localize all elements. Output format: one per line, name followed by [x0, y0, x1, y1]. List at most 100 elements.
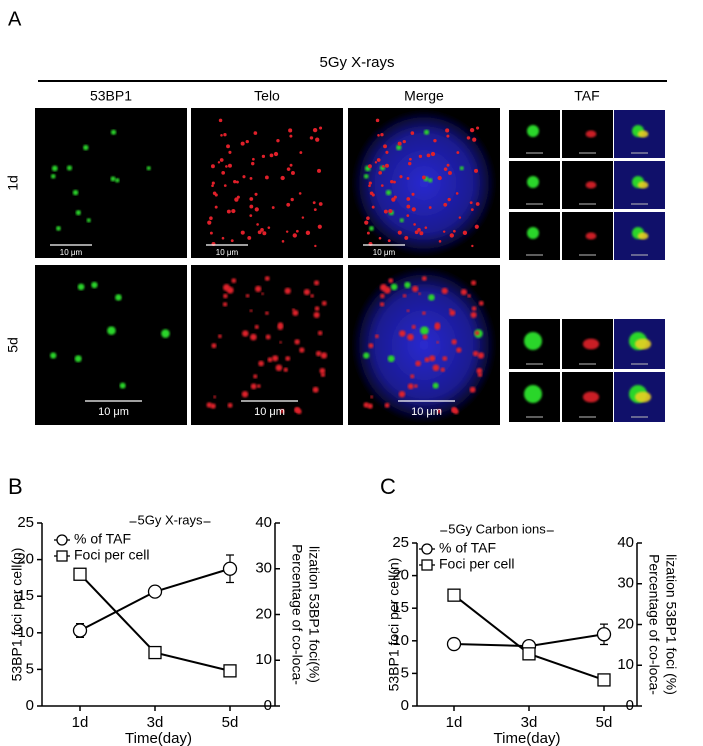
spot: [50, 173, 56, 179]
marker: [147, 584, 163, 599]
spot: [218, 118, 223, 123]
spot: [448, 171, 452, 175]
spot: [470, 311, 477, 319]
spot: [285, 356, 291, 361]
x-tick-label: 1d: [446, 714, 463, 731]
row-header: 1d: [5, 175, 21, 191]
spot: [254, 324, 259, 330]
spot: [367, 403, 373, 409]
spot: [249, 204, 254, 209]
y-axis-label: 53BP1 foci per cell(n): [386, 558, 402, 692]
spot: [476, 126, 480, 130]
spot: [471, 306, 477, 311]
spot: [428, 294, 435, 301]
spot: [273, 151, 279, 157]
y2-axis-label: lization 53BP1 foci (%): [663, 554, 679, 695]
spot: [283, 367, 288, 373]
spot: [227, 163, 232, 168]
spot: [385, 189, 392, 196]
spot: [376, 158, 381, 162]
spot: [222, 302, 228, 307]
spot: [267, 226, 271, 229]
spot: [428, 206, 432, 209]
spot: [413, 223, 416, 226]
spot: [471, 244, 474, 248]
y2-tick-label: 0: [264, 697, 272, 714]
spot: [442, 356, 448, 361]
spot: [399, 330, 406, 337]
spot: [434, 324, 441, 330]
spot: [380, 284, 388, 291]
spot: [91, 281, 98, 289]
y-tick-label: 5: [401, 664, 409, 681]
spot: [396, 144, 402, 151]
spot: [262, 231, 267, 236]
spot: [390, 179, 394, 184]
spot: [634, 338, 652, 350]
spot: [422, 311, 426, 315]
spot: [303, 288, 311, 296]
spot: [440, 367, 445, 373]
spot: [247, 235, 252, 240]
spot: [399, 218, 404, 223]
y2-tick-label: 10: [255, 651, 272, 668]
scale-bar-label: 10 μm: [60, 248, 83, 257]
spot: [77, 283, 85, 291]
spot: [637, 181, 649, 189]
marker: [73, 567, 87, 581]
x-tick-label: 1d: [72, 714, 89, 731]
spot: [371, 205, 375, 209]
spot: [231, 278, 237, 284]
spot: [451, 339, 457, 345]
spot: [419, 231, 424, 236]
spot: [407, 333, 414, 341]
spot: [253, 131, 258, 135]
spot: [115, 178, 120, 183]
spot: [249, 214, 253, 218]
spot: [369, 226, 374, 231]
spot: [209, 231, 213, 235]
spot: [245, 139, 249, 144]
y-tick-label: 20: [392, 567, 409, 584]
marker: [596, 627, 612, 642]
spot: [276, 138, 280, 143]
spot: [211, 184, 214, 188]
legend-marker: [421, 559, 433, 571]
y2-tick-label: 30: [255, 560, 272, 577]
spot: [210, 164, 215, 169]
spot: [319, 126, 323, 130]
spot: [211, 181, 215, 185]
spot: [380, 293, 385, 299]
spot: [404, 235, 409, 240]
spot: [319, 367, 326, 374]
x-tick-label: 5d: [596, 714, 613, 731]
spot: [260, 227, 264, 232]
spot: [412, 285, 419, 293]
spot: [284, 287, 291, 295]
spot: [264, 175, 269, 180]
spot: [223, 284, 231, 291]
spot: [527, 125, 539, 137]
spot: [236, 195, 240, 199]
spot: [292, 309, 299, 316]
spot: [466, 136, 471, 140]
spot: [265, 334, 271, 340]
spot: [254, 207, 259, 212]
spot: [472, 350, 479, 357]
spot: [392, 180, 396, 184]
image-tile: [35, 108, 187, 258]
spot: [291, 171, 295, 175]
spot: [406, 204, 411, 209]
spot: [279, 341, 282, 344]
spot: [380, 184, 384, 187]
spot: [214, 193, 218, 197]
legend-marker: [56, 550, 68, 562]
spot: [280, 175, 285, 181]
spot: [402, 139, 406, 144]
spot: [317, 224, 322, 229]
spot: [251, 161, 255, 166]
spot: [383, 144, 387, 149]
y-tick-label: 15: [392, 599, 409, 616]
spot: [242, 175, 246, 179]
spot: [226, 144, 230, 149]
